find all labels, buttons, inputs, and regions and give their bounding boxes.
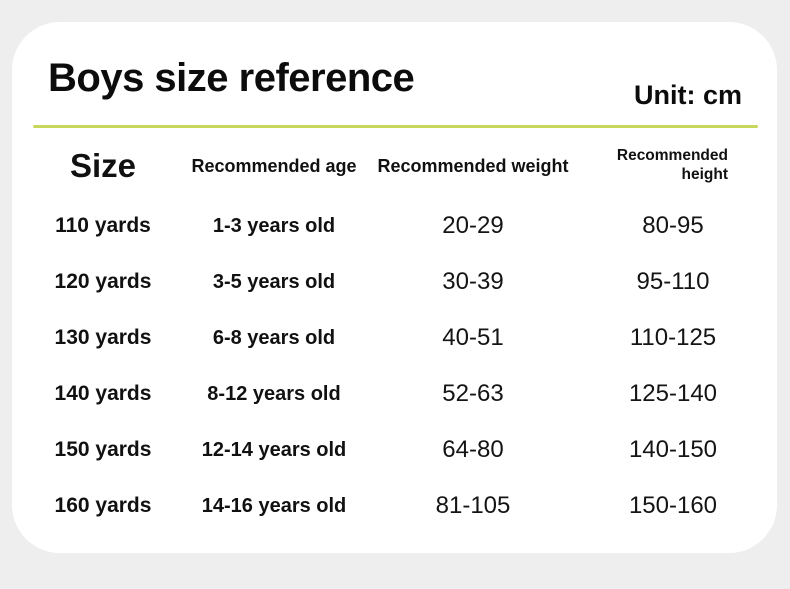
weight-cell: 52-63 [442,380,504,407]
weight-cell: 30-39 [442,268,504,295]
height-cell: 125-140 [628,380,718,407]
weight-cell: 40-51 [442,324,504,351]
size-cell: 160 yards [54,494,152,517]
column-header-size: Size [69,147,137,184]
column-header-weight: Recommended weight [377,155,569,176]
age-cell: 14-16 years old [201,494,347,517]
height-cell: 80-95 [642,212,704,239]
size-cell: 110 yards [55,214,151,237]
size-table: Size Recommended age Recommended weight … [33,134,758,534]
column-header-height-text: Recommended height [616,147,728,183]
age-cell: 6-8 years old [212,326,336,349]
accent-divider [33,125,758,128]
height-cell: 140-150 [628,436,718,463]
age-cell: 8-12 years old [207,382,341,405]
unit-label: Unit: cm [634,80,742,110]
weight-cell: 81-105 [435,492,511,519]
size-reference-card: Boys size reference Unit: cm Size Recomm… [12,22,777,553]
age-cell: 12-14 years old [201,438,347,461]
height-cell: 110-125 [629,324,717,351]
size-cell: 150 yards [54,438,152,461]
page-title: Boys size reference [48,56,415,100]
size-cell: 120 yards [54,270,152,293]
age-cell: 1-3 years old [212,214,336,237]
weight-cell: 20-29 [442,212,504,239]
height-cell: 150-160 [628,492,718,519]
column-header-age: Recommended age [191,155,357,176]
column-header-height: Recommended height [571,134,758,198]
weight-cell: 64-80 [442,436,504,463]
size-cell: 140 yards [54,382,152,405]
height-cell: 95-110 [636,268,710,295]
size-cell: 130 yards [54,326,152,349]
age-cell: 3-5 years old [212,270,336,293]
